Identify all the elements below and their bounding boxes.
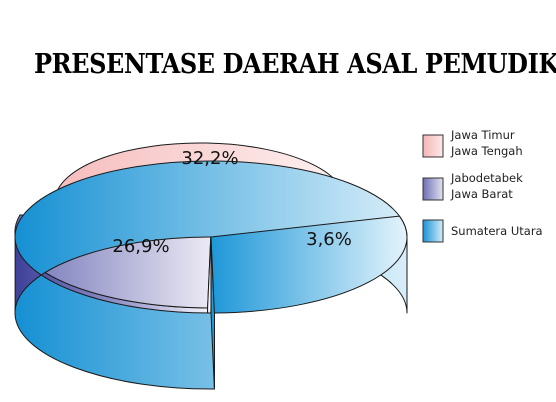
- legend-swatch: [422, 219, 444, 243]
- legend-label: Sumatera Utara: [451, 224, 543, 238]
- legend-item-sumatera-utara: Sumatera Utara: [422, 219, 543, 243]
- chart-title: PRESENTASE DAERAH ASAL PEMUDIK 2023: [34, 47, 556, 80]
- legend-label: Jawa Tengah: [450, 144, 523, 158]
- slice-top: [210, 215, 408, 314]
- data-label-sumatera-utara: 3,6%: [306, 229, 352, 250]
- data-label-jawa-timur-tengah: 32,2%: [181, 148, 238, 169]
- data-label-jabodetabek-jawa-barat: 26,9%: [112, 236, 169, 257]
- slice-sumatera-utara: [14, 160, 408, 390]
- legend-label: Jawa Timur: [450, 128, 515, 142]
- legend-label: Jawa Barat: [450, 187, 513, 201]
- slice-front-wall: [14, 160, 408, 390]
- legend-item-jawa-timur-tengah: Jawa Timur Jawa Tengah: [422, 128, 523, 158]
- legend-swatch: [422, 134, 444, 158]
- legend-item-jabodetabek-jawa-barat: Jabodetabek Jawa Barat: [422, 171, 523, 201]
- legend-label: Jabodetabek: [450, 171, 523, 185]
- legend-swatch: [422, 177, 444, 201]
